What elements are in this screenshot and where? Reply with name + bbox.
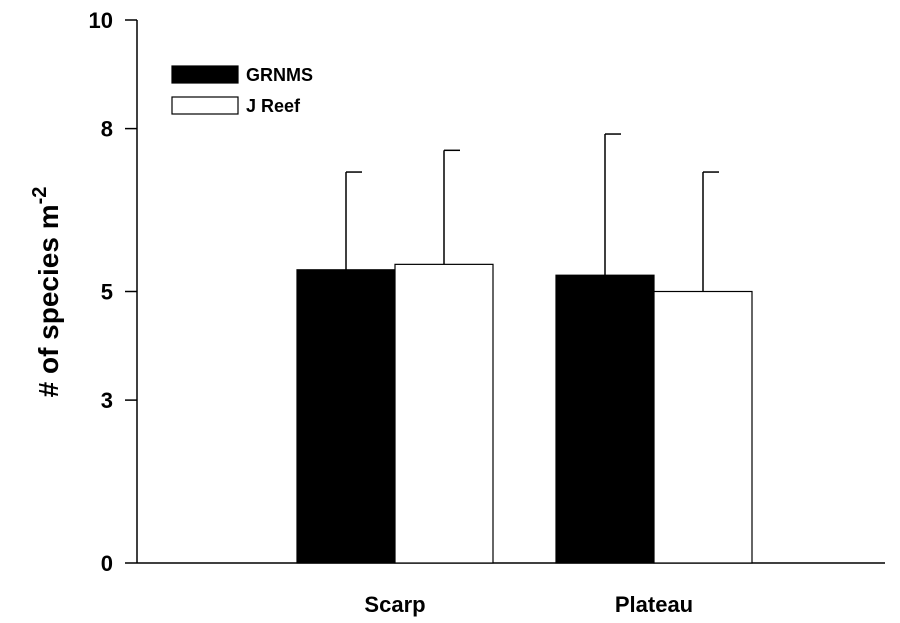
legend-label: J Reef (246, 96, 301, 116)
bars (296, 263, 753, 564)
category-labels: Scarp Plateau (364, 592, 693, 617)
category-label: Plateau (615, 592, 693, 617)
legend-swatch (171, 96, 239, 115)
y-tick-label: 8 (101, 117, 113, 142)
y-axis-title-superscript: -2 (29, 187, 51, 205)
legend-swatch (171, 65, 239, 84)
y-tick-label: 5 (101, 280, 113, 305)
y-tick-label: 0 (101, 551, 113, 576)
y-tick-label: 10 (89, 8, 113, 33)
bar-j-reef-plateau (653, 290, 753, 564)
bar-grnms-plateau (555, 274, 655, 564)
error-bars (345, 133, 719, 292)
y-axis-title: # of species m-2 (29, 187, 64, 398)
y-ticks: 0 3 5 8 10 (89, 8, 137, 576)
y-axis-title-text: # of species m (33, 204, 64, 397)
bar-grnms-scarp (296, 269, 396, 564)
category-label: Scarp (364, 592, 425, 617)
bar-j-reef-scarp (394, 263, 494, 564)
legend: GRNMS J Reef (171, 65, 313, 116)
legend-label: GRNMS (246, 65, 313, 85)
y-tick-label: 3 (101, 388, 113, 413)
